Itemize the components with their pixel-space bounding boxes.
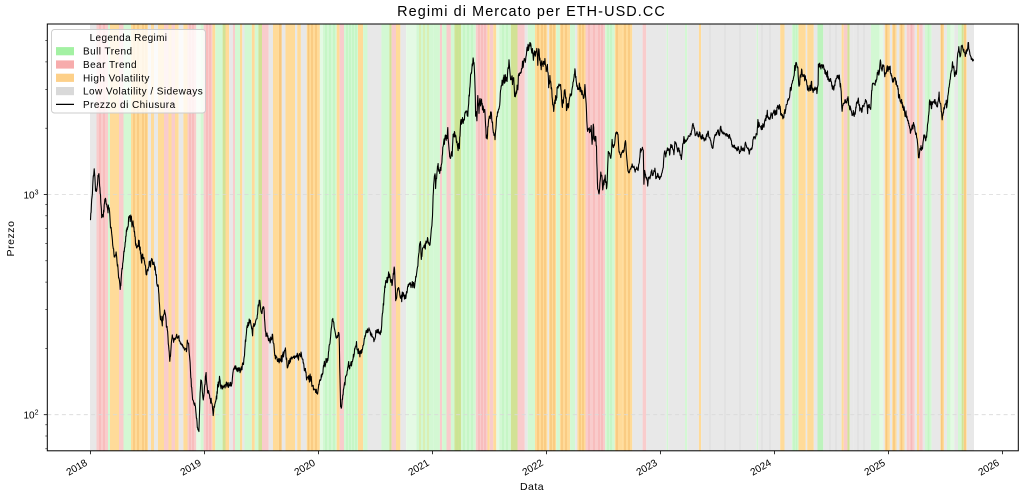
svg-text:Bull Trend: Bull Trend [83,47,133,58]
svg-text:Prezzo di Chiusura: Prezzo di Chiusura [83,100,176,111]
svg-text:Legenda Regimi: Legenda Regimi [90,33,168,44]
svg-text:Bear Trend: Bear Trend [83,60,137,71]
svg-text:Prezzo: Prezzo [5,221,17,257]
svg-text:High Volatility: High Volatility [83,73,150,84]
svg-text:Data: Data [520,481,544,493]
svg-text:Regimi di Mercato per ETH-USD.: Regimi di Mercato per ETH-USD.CC [397,4,666,20]
svg-text:Low Volatility / Sideways: Low Volatility / Sideways [83,87,203,98]
